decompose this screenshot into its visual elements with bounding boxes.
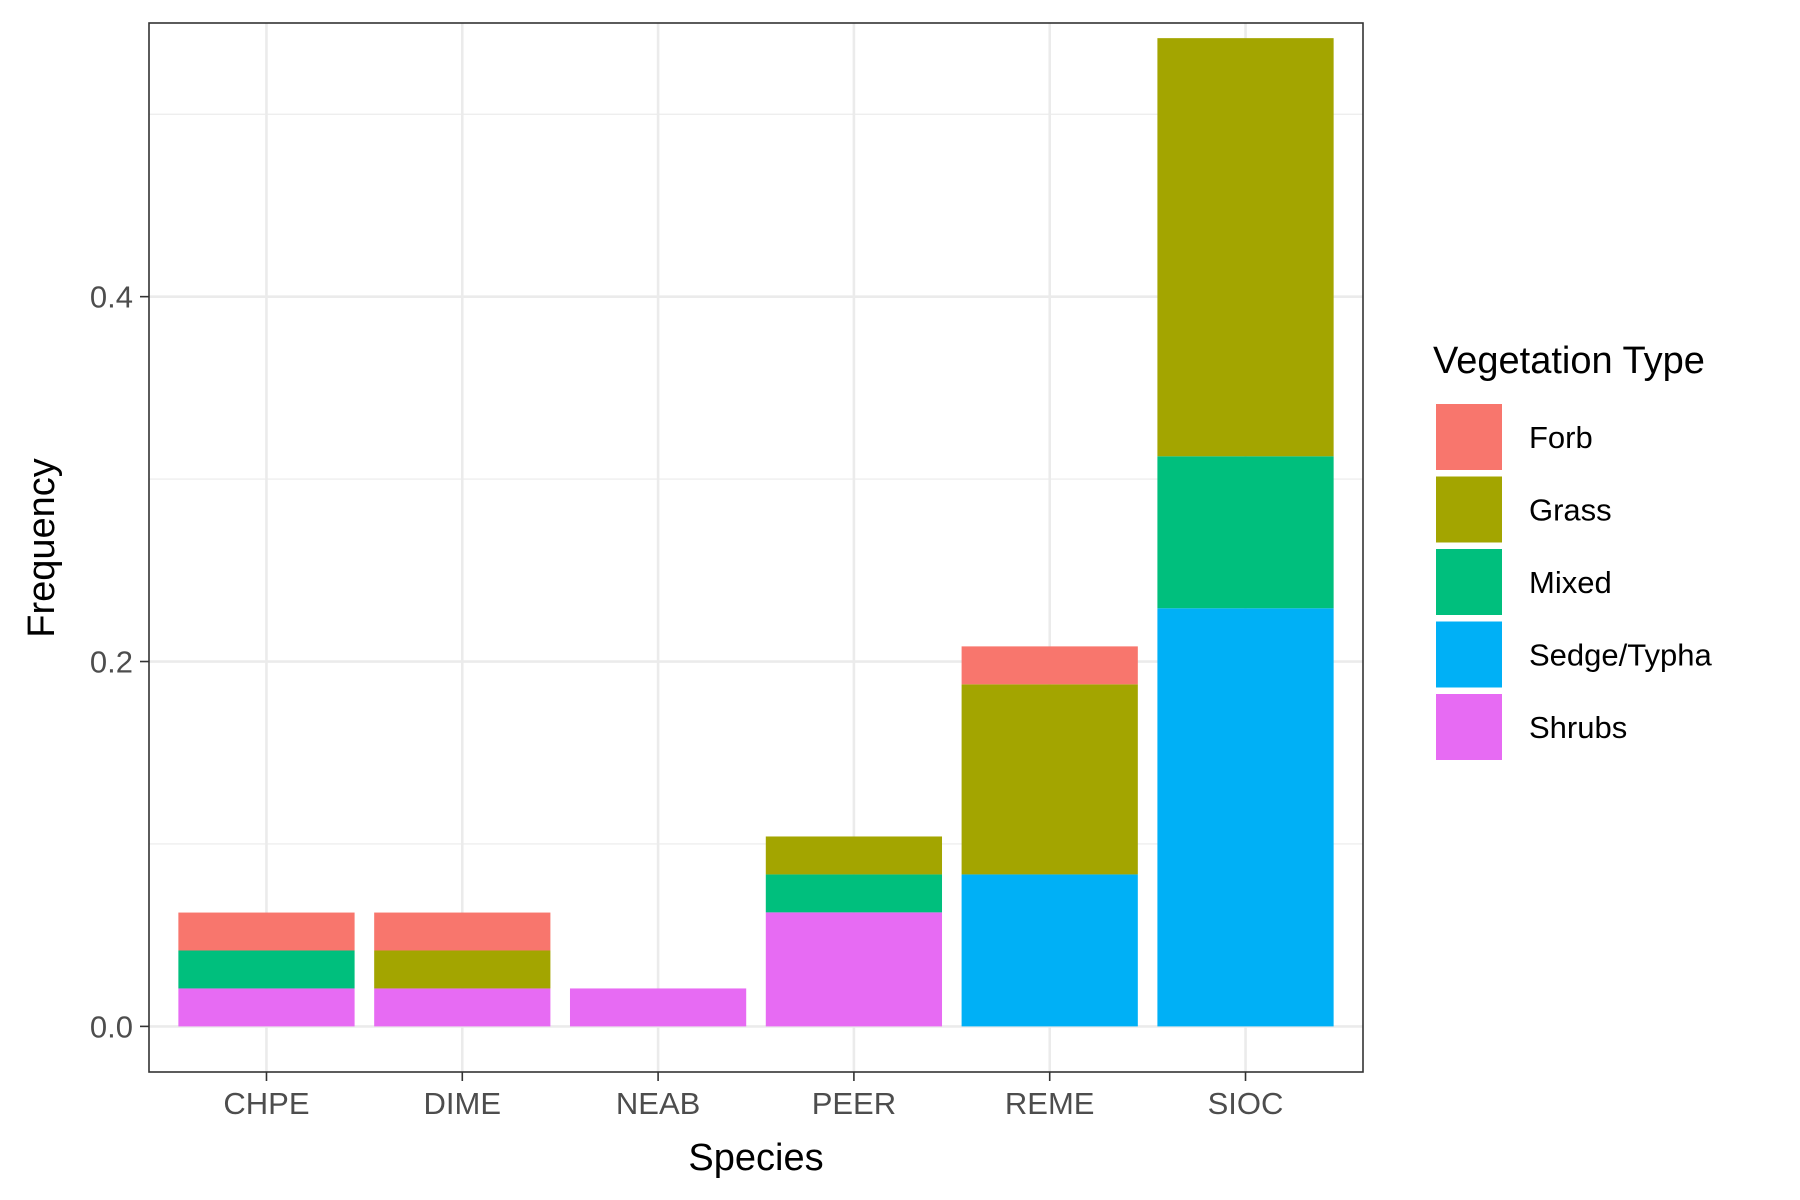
y-axis-title: Frequency [21, 458, 63, 638]
legend-key-shrubs [1436, 694, 1502, 760]
x-axis-title: Species [688, 1137, 823, 1179]
x-tick-label: PEER [812, 1086, 896, 1121]
bar-reme-sedge-typha [961, 874, 1138, 1027]
bar-peer-grass [765, 836, 943, 875]
y-tick-label: 0.2 [90, 645, 133, 680]
legend-title: Vegetation Type [1433, 340, 1705, 382]
x-tick-label: SIOC [1208, 1086, 1284, 1121]
bar-chpe-shrubs [178, 988, 355, 1027]
legend-items: Forb Grass Mixed Sedge/Typha Shrubs [1436, 404, 1712, 760]
bar-neab-shrubs [569, 988, 747, 1027]
legend-key-grass [1436, 476, 1502, 543]
legend: Vegetation Type Forb Grass Mixed Sedge/Typh… [1433, 340, 1712, 760]
plot-panel-border [148, 22, 1364, 1073]
y-tick-label: 0.4 [90, 280, 133, 315]
legend-label: Shrubs [1529, 710, 1627, 745]
bar-peer-shrubs [765, 912, 943, 1027]
bar-reme-grass [961, 684, 1138, 875]
bar-peer-mixed [765, 874, 943, 913]
bar-dime-forb [374, 912, 551, 951]
bar-dime-grass [374, 950, 551, 989]
x-tick-label: REME [1005, 1086, 1095, 1121]
legend-key-sedge-typha [1436, 621, 1502, 688]
y-tick-label: 0.0 [90, 1009, 133, 1044]
legend-label: Sedge/Typha [1529, 638, 1712, 673]
legend-label: Forb [1529, 420, 1593, 455]
bar-sioc-mixed [1157, 456, 1334, 609]
bars [178, 38, 1334, 1027]
legend-key-forb [1436, 404, 1502, 470]
x-axis: CHPE DIME NEAB PEER REME SIOC [223, 1072, 1283, 1121]
legend-key-mixed [1436, 549, 1502, 615]
x-tick-label: CHPE [223, 1086, 309, 1121]
bar-dime-shrubs [374, 988, 551, 1027]
bar-sioc-sedge-typha [1157, 608, 1334, 1027]
x-tick-label: NEAB [616, 1086, 700, 1121]
legend-label: Mixed [1529, 565, 1612, 600]
bar-reme-forb [961, 646, 1138, 685]
y-axis: 0.0 0.2 0.4 [90, 280, 149, 1044]
bar-sioc-grass [1157, 38, 1334, 457]
x-tick-label: DIME [424, 1086, 502, 1121]
bar-chpe-forb [178, 912, 355, 951]
bar-chpe-mixed [178, 950, 355, 989]
legend-label: Grass [1529, 493, 1612, 528]
